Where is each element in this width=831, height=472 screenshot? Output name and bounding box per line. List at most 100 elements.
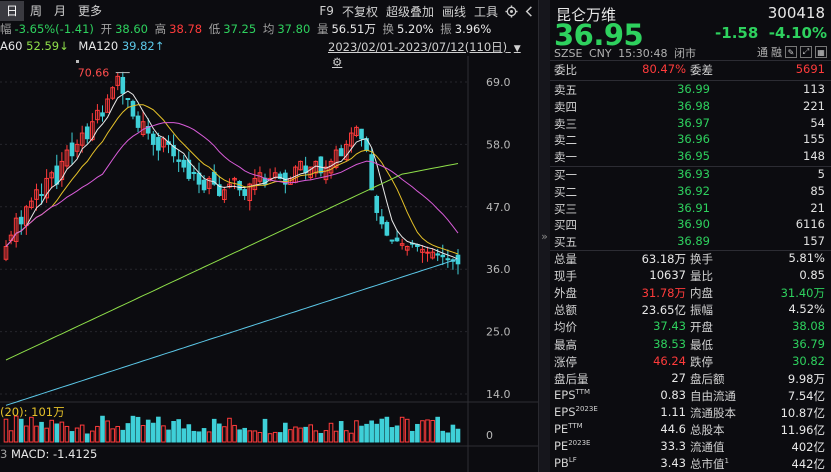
volume-bar — [333, 430, 339, 443]
panel-collapse-handle[interactable]: » — [538, 0, 550, 472]
volume-bar — [206, 431, 212, 443]
volume-bar — [303, 426, 308, 443]
stat-label: PE2023E — [554, 439, 591, 454]
stats-row: PETTM 44.6 总股本 11.96亿 — [550, 422, 831, 439]
candle-down — [318, 156, 324, 174]
candle-down — [54, 165, 60, 185]
stat-label: 换手 — [690, 252, 713, 266]
candle-up — [222, 189, 227, 200]
tab-day[interactable]: 日 — [0, 1, 25, 21]
candle-down — [181, 159, 187, 168]
stats-row: 总额 23.65亿 振幅 4.52% — [550, 302, 831, 319]
ma120-label: MA120 — [78, 39, 119, 53]
candle-up — [247, 183, 253, 202]
stat-label: 外盘 — [554, 286, 577, 301]
back-icon[interactable] — [520, 2, 538, 20]
tab-month[interactable]: 月 — [54, 4, 67, 18]
candle-down — [394, 237, 400, 242]
tab-week[interactable]: 周 — [30, 4, 43, 18]
candle-up — [206, 177, 212, 189]
stat-label: 总量 — [554, 252, 577, 266]
stat-label-suffix: 2023E — [568, 439, 591, 448]
bid-price: 36.92 — [677, 183, 710, 198]
bid-row[interactable]: 买四 36.90 6116 — [550, 217, 831, 234]
stat-label: 总股本 — [690, 423, 725, 437]
stat-label: 盘后量 — [554, 371, 589, 386]
stat-label: EPS2023E — [554, 404, 598, 419]
bid-row[interactable]: 买五 36.89 157 — [550, 234, 831, 251]
stat-label: 自由流通 — [690, 388, 736, 403]
candle-up — [298, 160, 303, 171]
stats-row: PE2023E 33.3 流通值 402亿 — [550, 439, 831, 456]
candle-down — [69, 142, 75, 157]
ask-row[interactable]: 卖四 36.98 221 — [550, 99, 831, 116]
volume-bar — [211, 418, 217, 443]
stats-row: 最高 38.53 最低 36.79 — [550, 337, 831, 354]
volume-bar — [283, 422, 288, 443]
order-ratio-row: 委比 80.47% 委差 5691 — [550, 62, 831, 79]
kline-info-line: 幅 -3.65%(-1.41) 开 38.60 高 38.78 低 37.25 均 37.… — [0, 21, 494, 37]
volume-bar — [90, 430, 95, 443]
volume-bar — [54, 423, 60, 443]
volume-bar — [399, 416, 405, 443]
chart-settings-icon[interactable]: ⚙ — [332, 55, 343, 69]
tools-button[interactable]: 工具 — [473, 4, 498, 19]
stat-value: 4.52% — [788, 302, 825, 317]
draw-line-button[interactable]: 画线 — [441, 4, 466, 19]
open-value: 38.60 — [115, 22, 149, 36]
volume-bar — [171, 420, 176, 443]
expand-icon[interactable]: ⤢ — [800, 46, 812, 58]
grid-icon[interactable]: ▦ — [815, 46, 827, 58]
change-value: -3.65%(-1.41) — [14, 22, 94, 36]
ma-legend: A60 52.59↓ MA120 39.82↑ — [0, 39, 164, 55]
bid-row[interactable]: 买三 36.91 21 — [550, 201, 831, 218]
ask-row[interactable]: 卖三 36.97 54 — [550, 116, 831, 133]
volume-bar — [440, 430, 446, 443]
exchange: SZSE — [554, 47, 583, 60]
kline-chart-area[interactable]: 日 周 月 更多 F9 不复权 超级叠加 画线 工具 幅 -3.65%(-1.41… — [0, 0, 538, 472]
volume-bar — [39, 421, 44, 443]
f9-button[interactable]: F9 — [319, 4, 334, 18]
bid-row[interactable]: 买一 36.93 5 — [550, 167, 831, 184]
date-range-selector[interactable]: 2023/02/01-2023/07/12(110日) ▼ ⚙ — [328, 39, 538, 69]
cursor-marker — [76, 60, 79, 63]
stat-label: 涨停 — [554, 354, 577, 369]
kline-svg[interactable]: 69.0 58.0 47.0 36.0 25.0 14.0 70.66 0 — [0, 56, 538, 472]
no-adjust-button[interactable]: 不复权 — [341, 4, 378, 19]
change-label: 幅 — [0, 22, 12, 36]
edit-icon[interactable]: ✎ — [785, 46, 797, 58]
stat-label: 开盘 — [690, 320, 713, 335]
stat-label-suffix: LF — [568, 456, 577, 465]
stat-value: 7.54亿 — [787, 388, 825, 403]
volume-bar — [13, 415, 19, 443]
volume-bar — [64, 425, 70, 443]
candle-up — [343, 143, 349, 160]
volume-value: 56.51万 — [331, 22, 376, 36]
volume-bar — [201, 428, 207, 443]
volume-bar — [29, 416, 34, 443]
stat-value: 38.08 — [792, 319, 825, 334]
bid-label: 买五 — [554, 235, 577, 250]
bid-row[interactable]: 买二 36.92 85 — [550, 184, 831, 201]
volume-bar — [435, 416, 440, 443]
stock-change: -1.58 -4.10% — [715, 24, 827, 42]
stat-label: EPSTTM — [554, 387, 590, 402]
ask-row[interactable]: 卖二 36.96 155 — [550, 132, 831, 149]
super-overlay-button[interactable]: 超级叠加 — [385, 4, 434, 19]
volume-bar — [217, 423, 222, 443]
volume-bar — [364, 423, 369, 443]
ask-row[interactable]: 卖五 36.99 113 — [550, 82, 831, 99]
quote-meta: SZSE CNY 15:30:48 闭市 — [554, 45, 699, 61]
ask-row[interactable]: 卖一 36.95 148 — [550, 149, 831, 166]
stat-value: 36.79 — [792, 336, 825, 351]
ask-volume: 113 — [803, 82, 825, 96]
bid-price: 36.91 — [677, 200, 710, 215]
price-tick-label: 36.0 — [486, 263, 511, 276]
tab-more[interactable]: 更多 — [78, 4, 103, 18]
candle-down — [440, 254, 446, 258]
settings-icon[interactable] — [502, 2, 520, 20]
volume-bar — [430, 419, 435, 443]
ask-price: 36.97 — [677, 115, 710, 130]
quote-flags: 通 融 ✎ ⤢ ▦ — [757, 44, 827, 60]
volume-bar — [130, 415, 136, 443]
